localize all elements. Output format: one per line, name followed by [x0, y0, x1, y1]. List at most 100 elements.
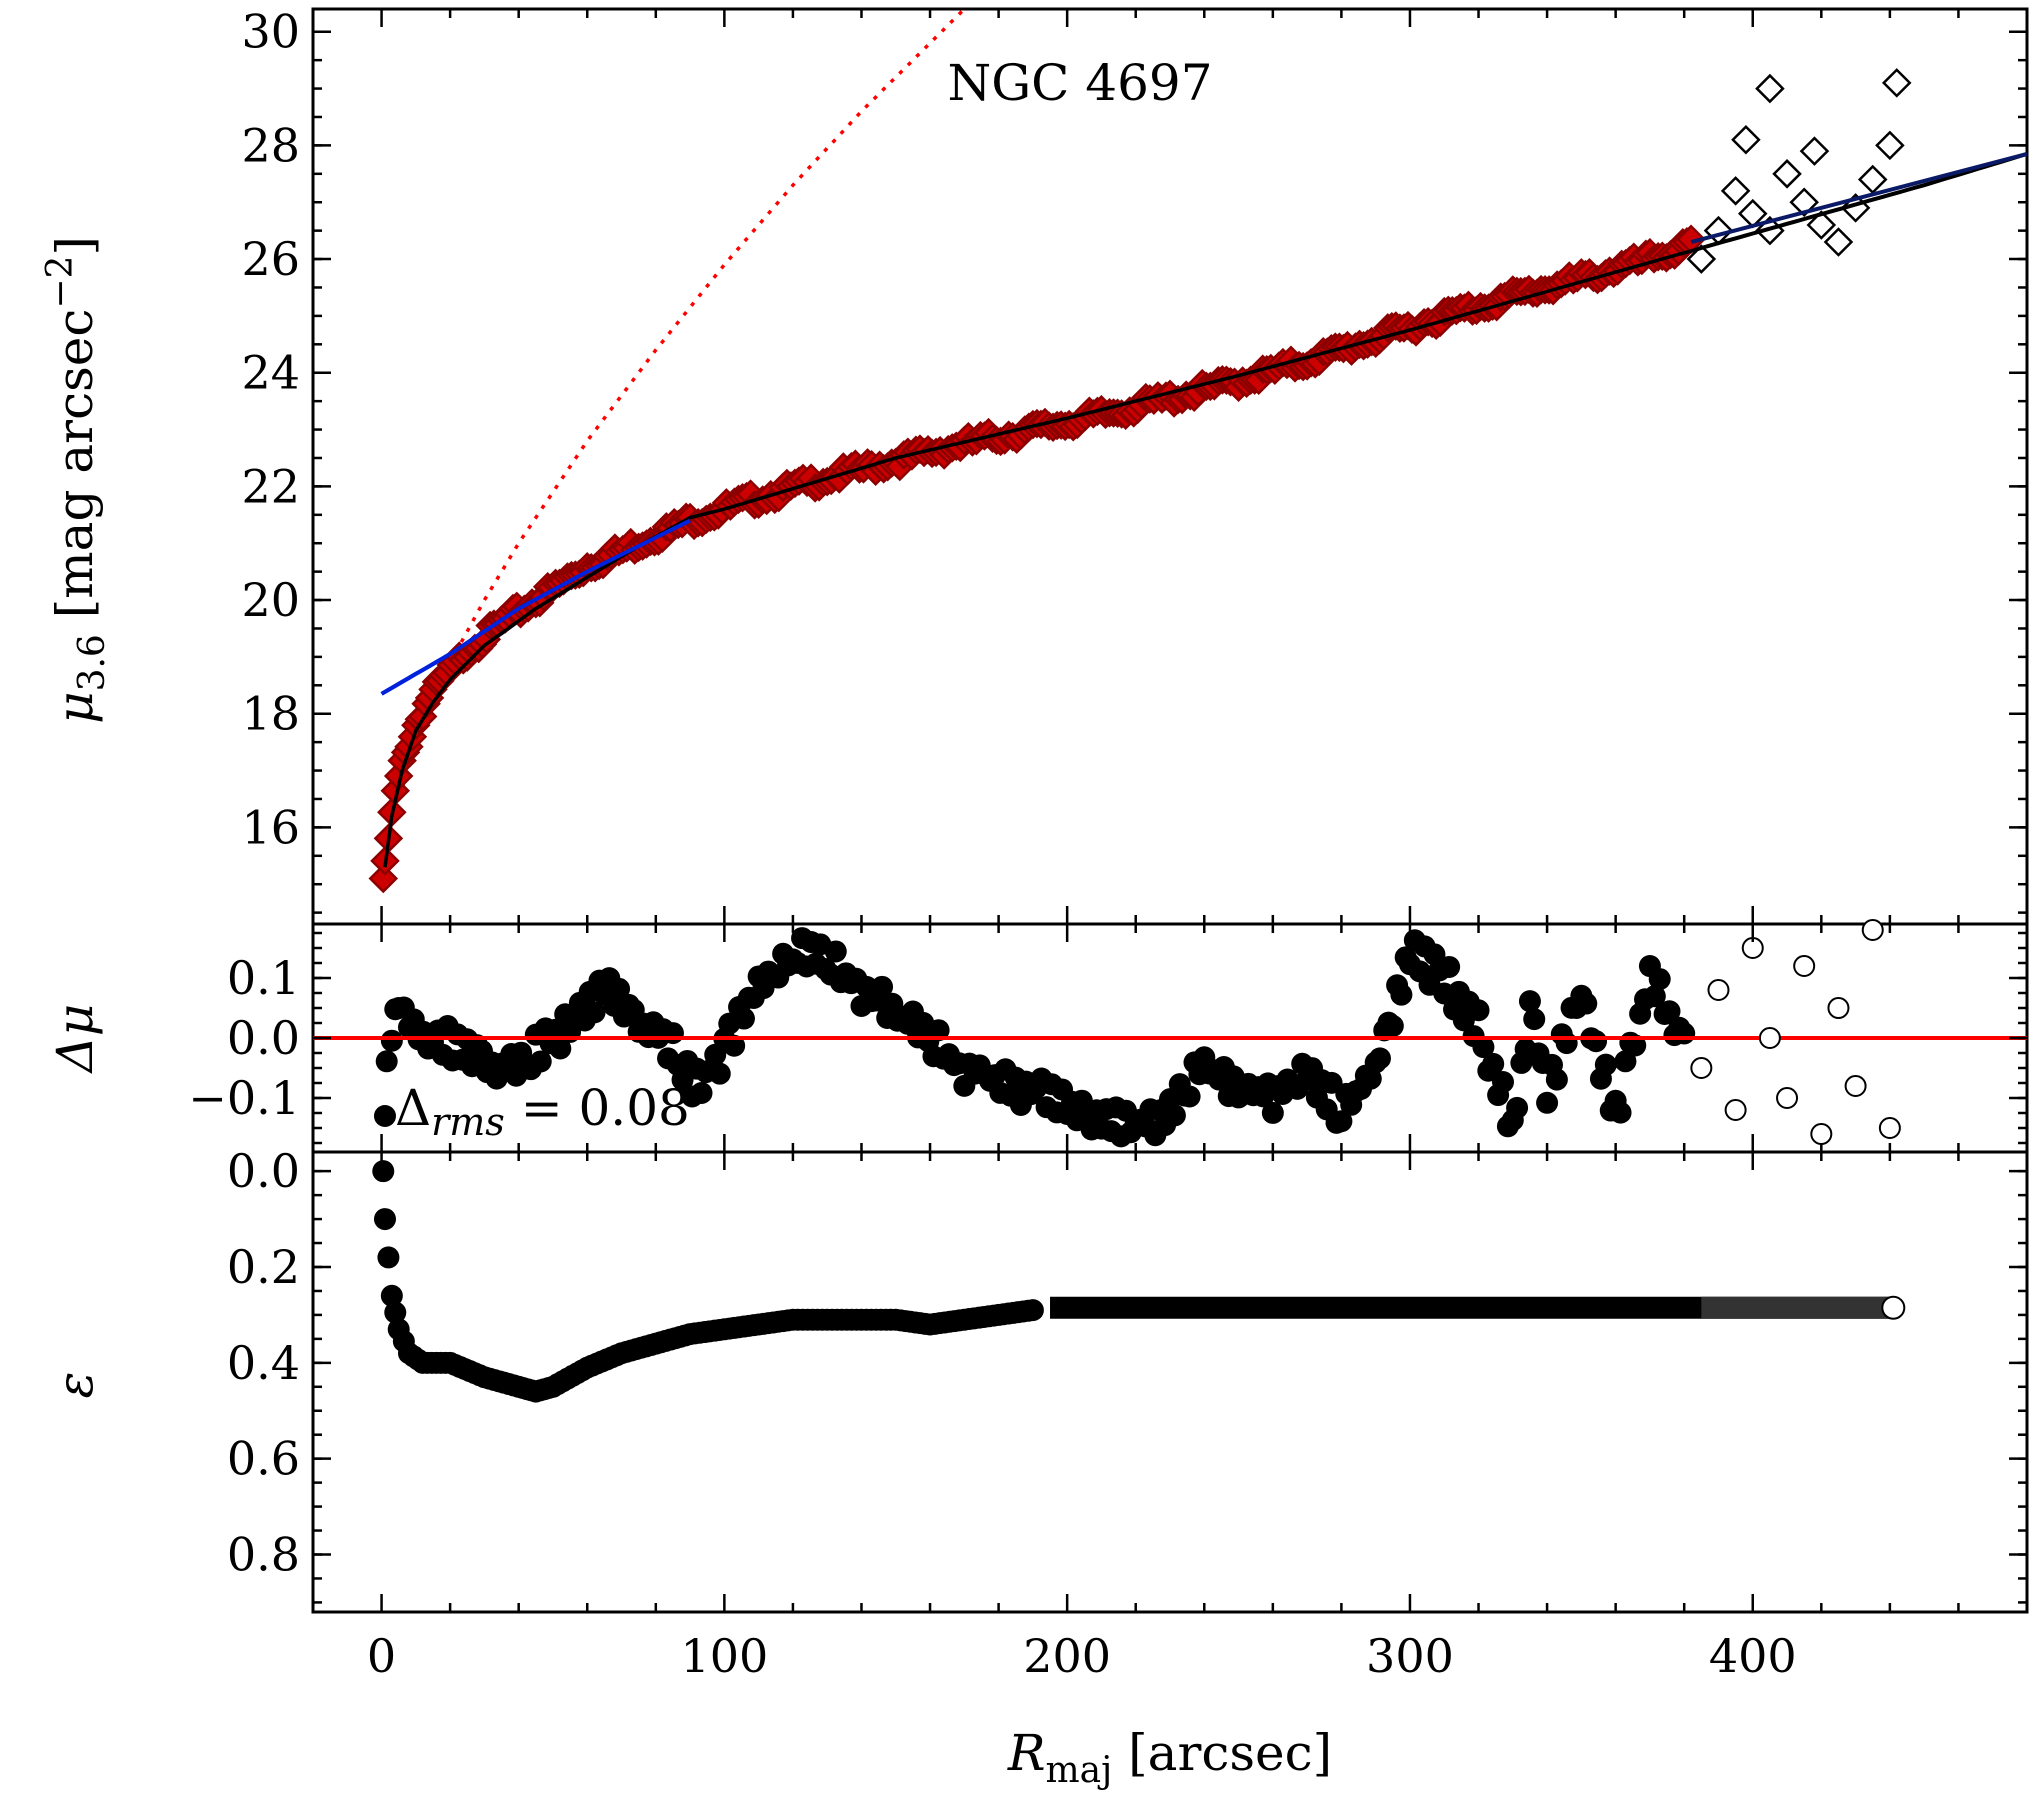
model-bulge-component [379, 7, 966, 868]
x-tick-label: 200 [1023, 1629, 1111, 1683]
ellipticity-point [377, 1246, 400, 1269]
y-tick-label: 22 [241, 459, 300, 513]
residual-point [1585, 1030, 1608, 1053]
profile-plot-area [368, 7, 2028, 894]
residual-point [1467, 999, 1490, 1022]
residual-point [1492, 1071, 1515, 1094]
residual-point [1368, 1047, 1391, 1070]
y-tick-label: 0.0 [227, 1011, 300, 1065]
rms-annotation: Δrms = 0.08 [395, 1079, 690, 1144]
residual-point [1555, 1032, 1578, 1055]
profile-y-axis-title: μ3.6 [mag arcsec−2] [40, 236, 113, 724]
residual-excluded-point [1844, 1075, 1867, 1097]
profile-excluded-point [1789, 187, 1819, 217]
residual-point [1648, 968, 1671, 991]
residual-point [1518, 990, 1541, 1013]
residual-point [1594, 1053, 1617, 1076]
residual-point [1523, 1008, 1546, 1031]
residual-point [1330, 1110, 1353, 1133]
residual-excluded-point [1724, 1099, 1747, 1121]
x-tick-label: 100 [680, 1629, 768, 1683]
y-tick-label: 30 [241, 5, 300, 59]
y-tick-label: 0.8 [227, 1528, 300, 1582]
ellipticity-y-axis-title: ε [46, 1372, 104, 1399]
profile-excluded-point [1755, 215, 1785, 246]
profile-excluded-point [1731, 124, 1761, 155]
residual-y-axis-title: Δμ [46, 1004, 104, 1075]
residual-excluded-point [1776, 1087, 1799, 1109]
ellipticity-panel-frame [311, 1150, 2029, 1614]
residual-point [871, 975, 894, 998]
residual-point [1643, 985, 1666, 1008]
residual-point [1472, 1036, 1495, 1059]
profile-excluded-point [1875, 130, 1905, 161]
residual-excluded-point [1707, 979, 1730, 1001]
x-tick-label: 400 [1709, 1629, 1797, 1683]
y-tick-label: 28 [241, 118, 300, 172]
residual-excluded-point [1827, 997, 1850, 1019]
residual-excluded-point [1861, 919, 1884, 941]
residual-point [661, 1022, 684, 1045]
y-tick-label: 0.1 [227, 951, 300, 1005]
profile-excluded-point [1755, 73, 1785, 104]
profile-excluded-point [1881, 68, 1912, 98]
axis-ticks: 0 100 200 300 400 16 18 20 22 24 26 28 30 −0.1 0.0 0.1 0… [188, 5, 2029, 1683]
residual-point [732, 1007, 755, 1030]
residual-point [723, 1034, 746, 1057]
residual-plot-area [313, 919, 2027, 1148]
residual-point [1673, 1022, 1696, 1045]
residual-excluded-point [1878, 1117, 1901, 1139]
ellipticity-point [372, 1160, 395, 1183]
residual-point [1390, 983, 1413, 1006]
model-total-model [383, 151, 2028, 868]
y-tick-label: −0.1 [188, 1071, 300, 1125]
residual-excluded-point [1793, 955, 1816, 977]
residual-point [708, 1062, 731, 1085]
residual-point [1261, 1101, 1284, 1124]
y-tick-label: 0.0 [227, 1144, 300, 1198]
model-disk-overlay [380, 518, 691, 696]
model-total-overlay [383, 152, 2028, 868]
residual-point [824, 940, 847, 963]
residual-point [1163, 1104, 1186, 1127]
residual-point [1536, 1091, 1559, 1114]
profile-excluded-point [1686, 244, 1717, 274]
ellipticity-excluded-point [1881, 1295, 1906, 1320]
residual-point [549, 1037, 572, 1060]
profile-data-point [368, 863, 399, 894]
y-tick-label: 26 [241, 232, 300, 286]
residual-point [1575, 992, 1598, 1015]
residual-point [1381, 1014, 1404, 1037]
residual-point [373, 1105, 396, 1127]
profile-excluded-point [1799, 136, 1830, 166]
ellipticity-point [380, 1284, 403, 1307]
y-tick-label: 16 [241, 800, 300, 854]
y-tick-label: 18 [241, 687, 300, 741]
profile-excluded-point [1720, 176, 1751, 206]
ellipticity-plot-area [372, 1160, 1906, 1403]
x-tick-label: 0 [367, 1629, 396, 1683]
residual-point [1438, 955, 1461, 978]
y-tick-label: 0.6 [227, 1432, 300, 1486]
residual-point [1609, 1101, 1632, 1124]
residual-point [529, 1050, 552, 1073]
residual-point [1506, 1096, 1529, 1119]
residual-point [704, 1043, 727, 1066]
y-tick-label: 20 [241, 573, 300, 627]
residual-excluded-point [1758, 1027, 1781, 1049]
profile-excluded-point [1857, 164, 1888, 195]
residual-point [380, 1029, 403, 1052]
x-axis-title: Rmaj [arcsec] [1007, 1724, 1332, 1791]
residual-point [1658, 1000, 1681, 1023]
residual-point [927, 1019, 950, 1042]
y-tick-label: 0.2 [227, 1240, 300, 1294]
profile-excluded-point [1772, 159, 1802, 189]
x-tick-label: 300 [1366, 1629, 1454, 1683]
ellipticity-point [1021, 1299, 1044, 1322]
y-tick-label: 0.4 [227, 1336, 300, 1390]
residual-point [583, 1001, 606, 1024]
ellipticity-point [384, 1301, 407, 1324]
galaxy-title: NGC 4697 [947, 54, 1212, 112]
residual-point [375, 1050, 398, 1073]
